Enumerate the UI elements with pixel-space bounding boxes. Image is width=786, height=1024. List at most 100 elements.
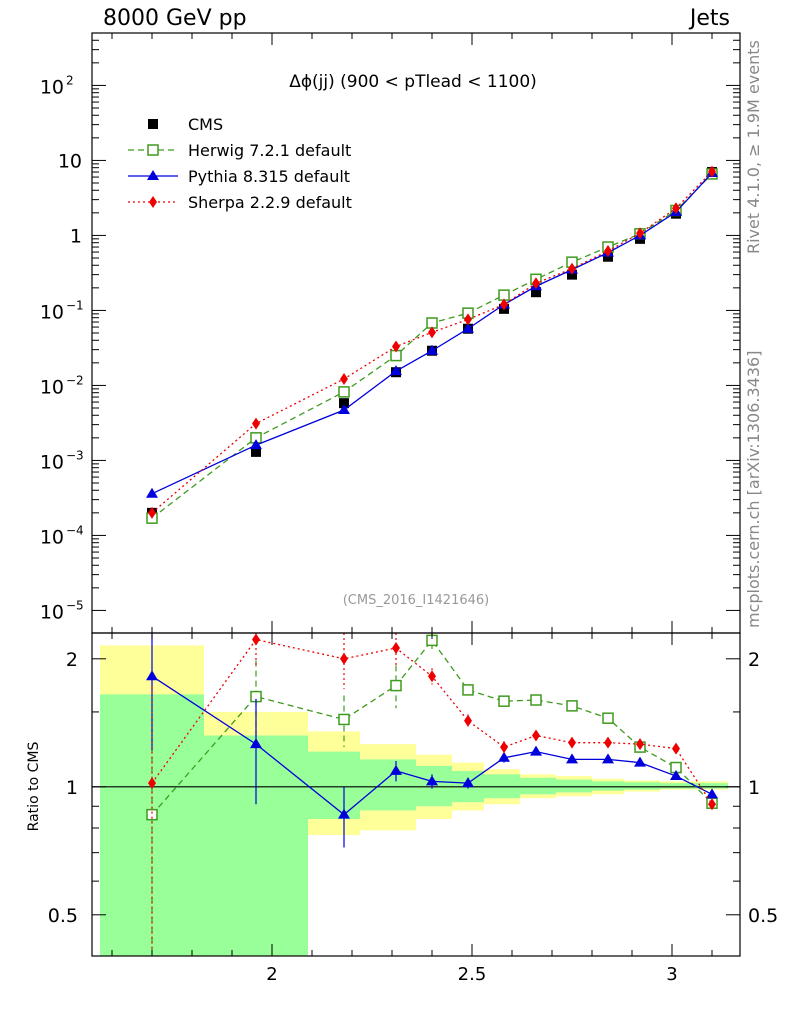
ratio-plot (92, 633, 740, 952)
herwig-7-2-1-default-ratio-point (462, 684, 474, 696)
sherpa-2-2-9-default-ratio-point (708, 798, 716, 811)
y-tick-label-exponent: 2 (66, 73, 74, 87)
herwig-7-2-1-default-ratio-point (498, 695, 510, 707)
pythia-8-315-default-ratio-point (462, 777, 474, 788)
pythia-8-315-default-ratio-point (670, 770, 682, 781)
band-inner-bin (556, 779, 592, 793)
sherpa-2-2-9-default-ratio-point (500, 741, 508, 754)
sherpa-2-2-9-default-main-point (252, 417, 260, 430)
pythia-8-315-default-ratio-point (146, 670, 158, 681)
main-plot (146, 165, 718, 524)
x-tick-label: 2.5 (458, 964, 487, 985)
legend: CMS Herwig 7.2.1 default Pythia 8.315 defa… (128, 115, 352, 212)
sherpa-2-2-9-default-main-line (151, 171, 713, 514)
band-inner-bin (660, 783, 696, 789)
header-process-label: Jets (689, 6, 730, 31)
sherpa-2-2-9-default-ratio-point (604, 736, 612, 749)
x-tick-label: 2 (266, 964, 277, 985)
sherpa-2-2-9-default-ratio-point (148, 777, 156, 790)
sherpa-2-2-9-default-main-point (604, 244, 612, 257)
ratio-y-tick-label: 1 (66, 777, 78, 799)
y-tick-label-pow: 10 (40, 376, 64, 398)
y-tick-label-exponent: −3 (66, 448, 84, 462)
sherpa-2-2-9-default-ratio-point (636, 738, 644, 751)
herwig-7-2-1-default-ratio-point (390, 679, 402, 692)
x-tick-label: 3 (666, 964, 677, 985)
sherpa-2-2-9-default-ratio-point (568, 736, 576, 749)
sherpa-2-2-9-default-ratio-point (532, 729, 540, 742)
herwig-7-2-1-default-main-point (338, 386, 350, 398)
sherpa-2-2-9-default-main-point (148, 506, 156, 519)
y-tick-label-pow: 10 (40, 301, 64, 323)
sherpa-2-2-9-default-ratio-point (464, 714, 472, 727)
pythia-8-315-default-main-point (390, 365, 402, 376)
pythia-8-315-default-ratio-point (426, 775, 438, 786)
y-tick-label-pow: 10 (40, 451, 64, 473)
pythia-8-315-default-main-point (462, 322, 474, 333)
herwig-7-2-1-default-ratio-point (146, 808, 158, 821)
sherpa-2-2-9-default-ratio-point (428, 670, 436, 683)
legend-herwig-7-2-1-default-marker (147, 144, 159, 156)
cms-main-point (531, 287, 541, 298)
sherpa-2-2-9-default-ratio-point (392, 642, 400, 655)
pythia-8-315-default-main-point (146, 487, 158, 498)
sherpa-2-2-9-default-main-point (392, 340, 400, 353)
sherpa-2-2-9-default-main-point (340, 372, 348, 385)
y-tick-label: 1 (70, 225, 82, 247)
ratio-y-tick-label-right: 1 (748, 777, 760, 799)
cms-main-point (339, 398, 349, 409)
herwig-7-2-1-default-ratio-point (338, 713, 350, 726)
uncertainty-bands (100, 645, 728, 956)
pythia-8-315-default-ratio-point (634, 756, 646, 767)
ratio-y-tick-label-right: 2 (748, 649, 760, 671)
chart-title: Δϕ(jj) (900 < pTlead < 1100) (289, 72, 537, 92)
sherpa-2-2-9-default-main-point (708, 165, 716, 178)
herwig-7-2-1-default-ratio-point (530, 694, 542, 706)
sherpa-2-2-9-default-ratio-point (340, 652, 348, 665)
legend-pythia-8-315-default-label: Pythia 8.315 default (188, 167, 350, 186)
pythia-8-315-default-ratio-point (530, 745, 542, 756)
pythia-8-315-default-ratio-point (250, 738, 262, 749)
pythia-8-315-default-main-point (426, 344, 438, 355)
legend-herwig-7-2-1-default-label: Herwig 7.2.1 default (188, 141, 351, 160)
y-tick-label-exponent: −1 (66, 298, 84, 312)
pythia-8-315-default-ratio-point (390, 764, 402, 775)
legend-cms-label: CMS (188, 115, 223, 134)
band-inner-bin (592, 781, 624, 791)
y-tick-label-pow: 10 (40, 76, 64, 98)
sherpa-2-2-9-default-main-point (636, 227, 644, 240)
legend-sherpa-2-2-9-default-marker (149, 196, 157, 208)
pythia-8-315-default-main-point (250, 439, 262, 450)
sherpa-2-2-9-default-main-point (428, 326, 436, 339)
band-inner-bin (696, 783, 728, 789)
y-tick-label-pow: 10 (40, 601, 64, 623)
ratio-y-tick-label: 0.5 (48, 905, 78, 927)
ratio-plot-frame (91, 632, 741, 957)
band-inner-bin (624, 782, 660, 790)
y-tick-label-pow: 10 (40, 526, 64, 548)
pythia-8-315-default-main-point (338, 404, 350, 415)
y-tick-label: 10 (58, 150, 82, 172)
sherpa-2-2-9-default-main-point (464, 313, 472, 326)
header-energy-label: 8000 GeV pp (103, 6, 247, 31)
legend-cms-marker (148, 119, 158, 129)
sherpa-2-2-9-default-ratio-point (672, 742, 680, 755)
pythia-8-315-default-ratio-point (602, 753, 614, 764)
band-inner-bin (308, 751, 360, 819)
pythia-8-315-default-ratio-point (706, 788, 718, 799)
sherpa-2-2-9-default-main-point (568, 262, 576, 275)
ratio-y-tick-label-right: 0.5 (748, 905, 778, 927)
pythia-8-315-default-ratio-point (566, 753, 578, 764)
band-inner-bin (520, 777, 556, 795)
sherpa-2-2-9-default-main-point (532, 277, 540, 290)
cms-main-point (251, 446, 261, 457)
y-tick-label-exponent: −2 (66, 373, 84, 387)
y-tick-label-exponent: −5 (66, 598, 84, 612)
band-inner-bin (360, 759, 416, 811)
pythia-8-315-default-ratio-point (338, 808, 350, 819)
sherpa-2-2-9-default-main-point (500, 298, 508, 311)
herwig-7-2-1-default-ratio-point (566, 700, 578, 712)
y-tick-label-exponent: −4 (66, 523, 84, 537)
